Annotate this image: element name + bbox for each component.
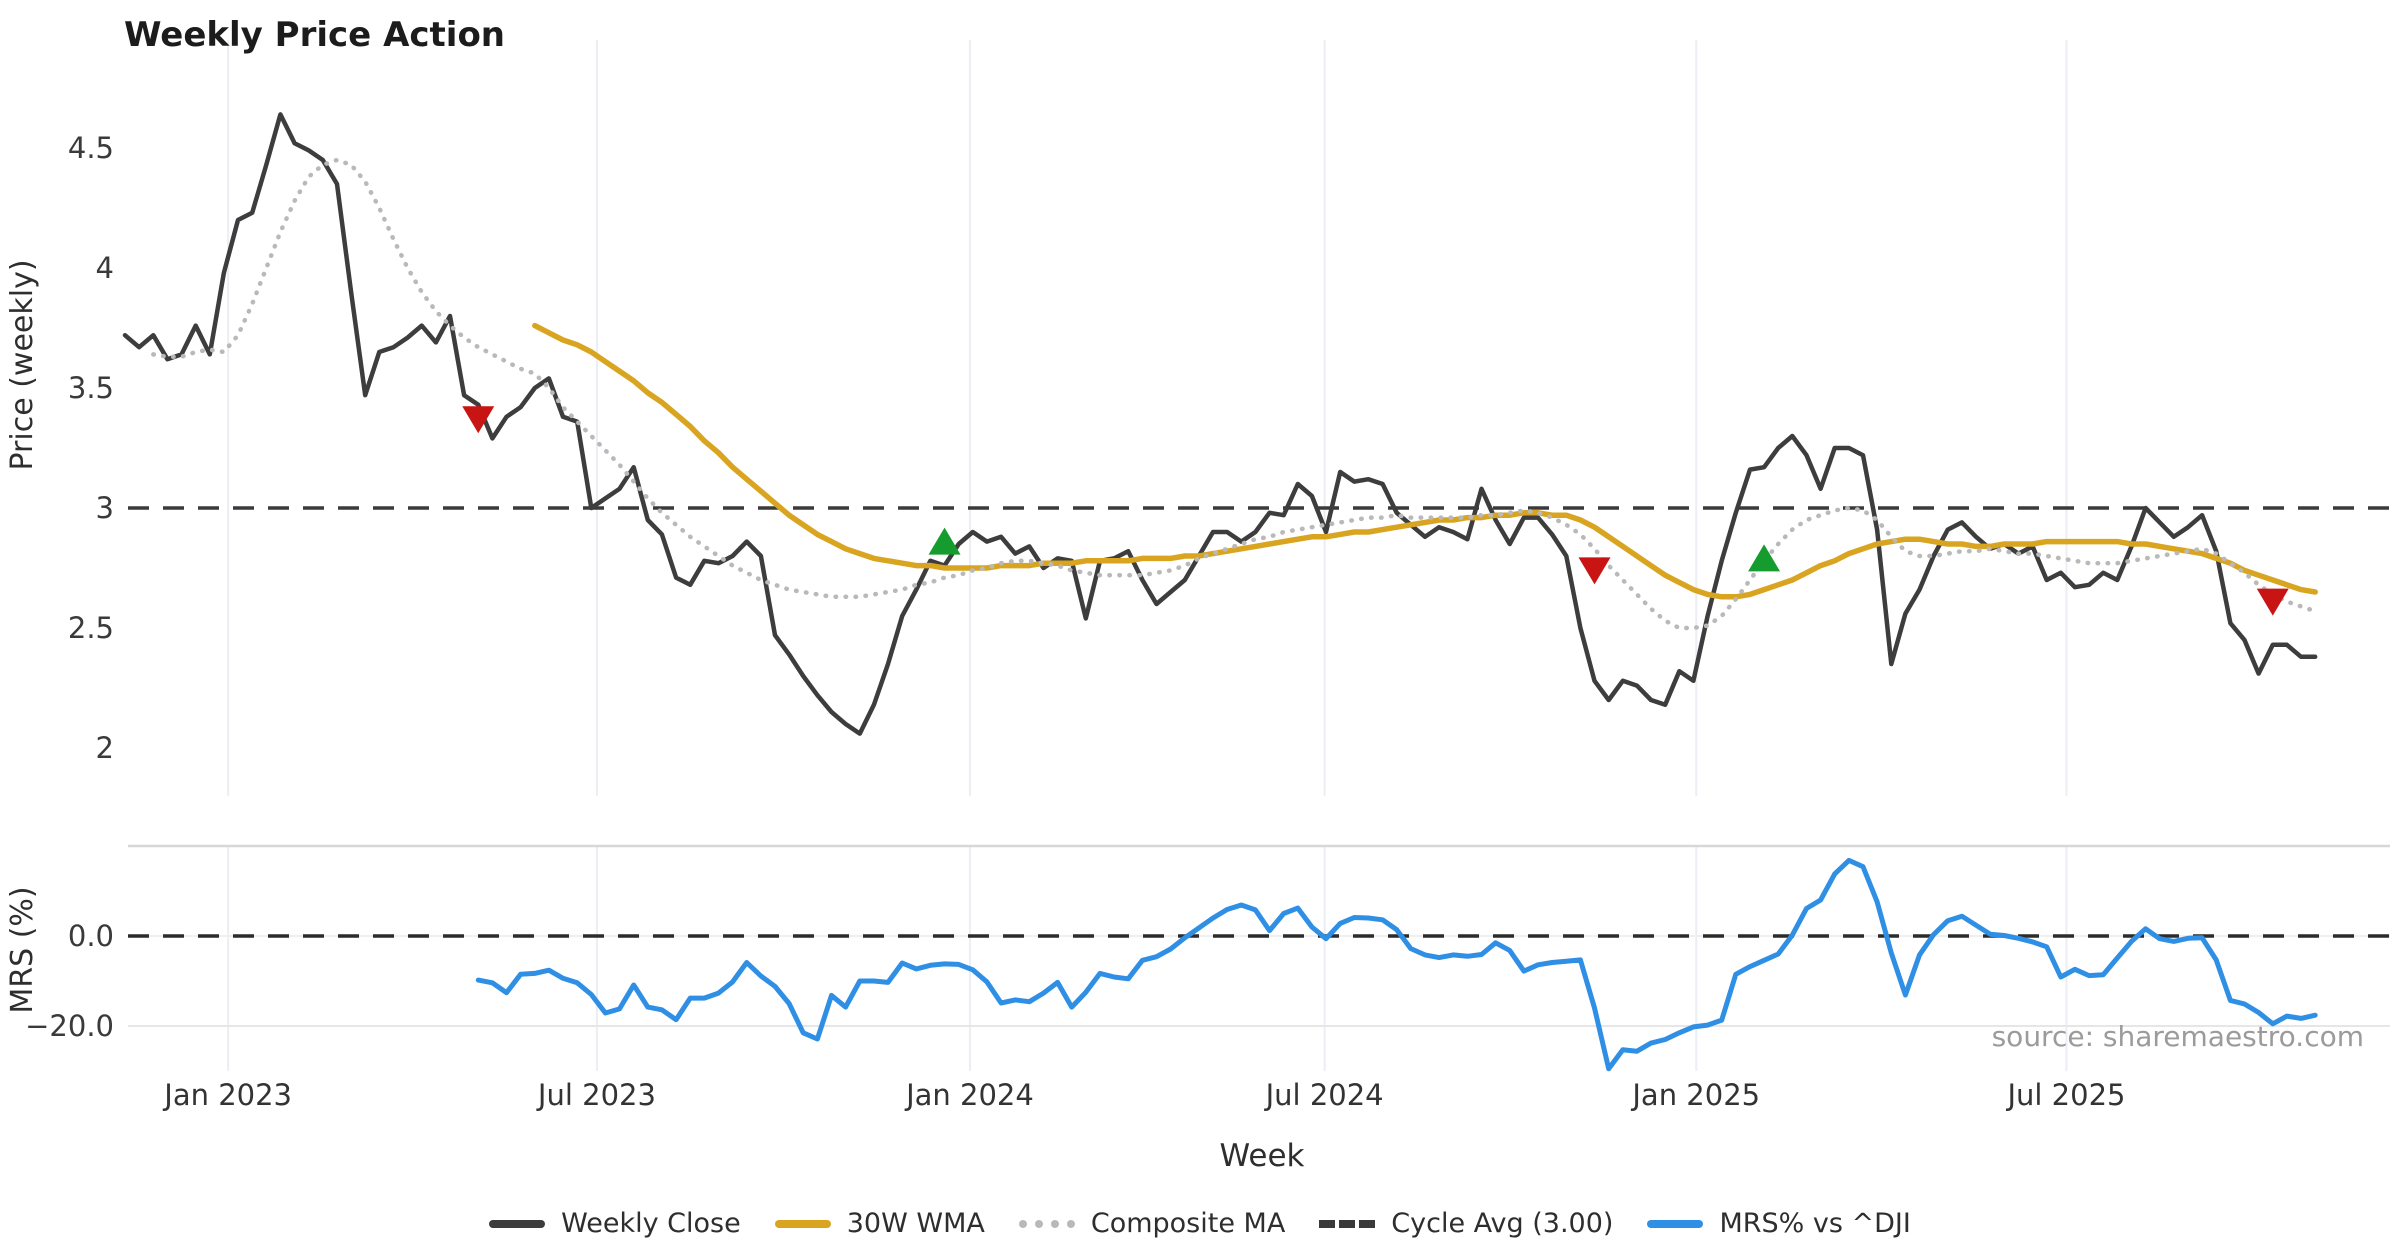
price-tick-label: 3.5 [68,371,114,405]
buy-signal-marker [928,527,961,555]
tick-labels: 2 2.5 3 3.5 4 4.5 0.0 −20.0 Jan 2023 Jul 2023 Jan … [25,131,2125,1112]
signal-markers [462,406,2289,616]
x-tick-label: Jul 2025 [2005,1078,2125,1112]
legend-label: Cycle Avg (3.00) [1391,1208,1614,1239]
price-tick-label: 3 [96,491,114,525]
x-tick-label: Jan 2024 [904,1078,1034,1112]
series-line-composite-ma [151,157,2318,631]
sell-signal-marker [462,406,495,434]
legend-swatch [1647,1219,1704,1228]
legend-label: 30W WMA [846,1208,985,1239]
legend-swatch [1018,1219,1075,1228]
legend-swatch [774,1219,831,1228]
source-watermark: source: sharemaestro.com [1992,1020,2364,1053]
legend-item-weekly-close: Weekly Close [489,1208,741,1239]
series-line-weekly-close [122,112,2318,736]
legend-item-composite-ma: Composite MA [1018,1208,1286,1239]
legend-item-30w-wma: 30W WMA [774,1208,985,1239]
legend-swatch [489,1219,546,1228]
sell-signal-marker [1578,557,1611,585]
price-tick-label: 2 [96,731,114,765]
price-tick-label: 4.5 [68,131,114,165]
reference-lines [128,506,2390,938]
legend-swatch [1319,1219,1376,1228]
x-tick-label: Jan 2025 [1630,1078,1760,1112]
buy-signal-marker [1748,544,1781,572]
mrs-axis-label: MRS (%) [5,886,40,1013]
series-line-mrs-vs-dji [475,857,2318,1072]
legend: Weekly Close 30W WMA Composite MA Cycle Avg… [0,1208,2400,1239]
page-title: Weekly Price Action [124,15,505,55]
x-tick-label: Jan 2023 [162,1078,292,1112]
sell-signal-marker [2256,588,2289,616]
x-tick-label: Jul 2023 [536,1078,656,1112]
price-tick-label: 4 [96,251,114,285]
legend-item-mrs-vs-dji: MRS% vs ^DJI [1647,1208,1911,1239]
legend-label: Composite MA [1090,1208,1286,1239]
mrs-tick-label: 0.0 [68,919,114,953]
x-axis-label: Week [1220,1138,1305,1174]
price-axis-label: Price (weekly) [5,259,40,470]
series-lines [122,112,2318,1072]
legend-label: MRS% vs ^DJI [1719,1208,1911,1239]
legend-item-cycle-avg-3-00-: Cycle Avg (3.00) [1319,1208,1613,1239]
mrs-tick-label: −20.0 [25,1009,114,1043]
legend-label: Weekly Close [561,1208,741,1239]
x-tick-label: Jul 2024 [1264,1078,1384,1112]
series-line-30w-wma [532,322,2318,600]
price-tick-label: 2.5 [68,611,114,645]
